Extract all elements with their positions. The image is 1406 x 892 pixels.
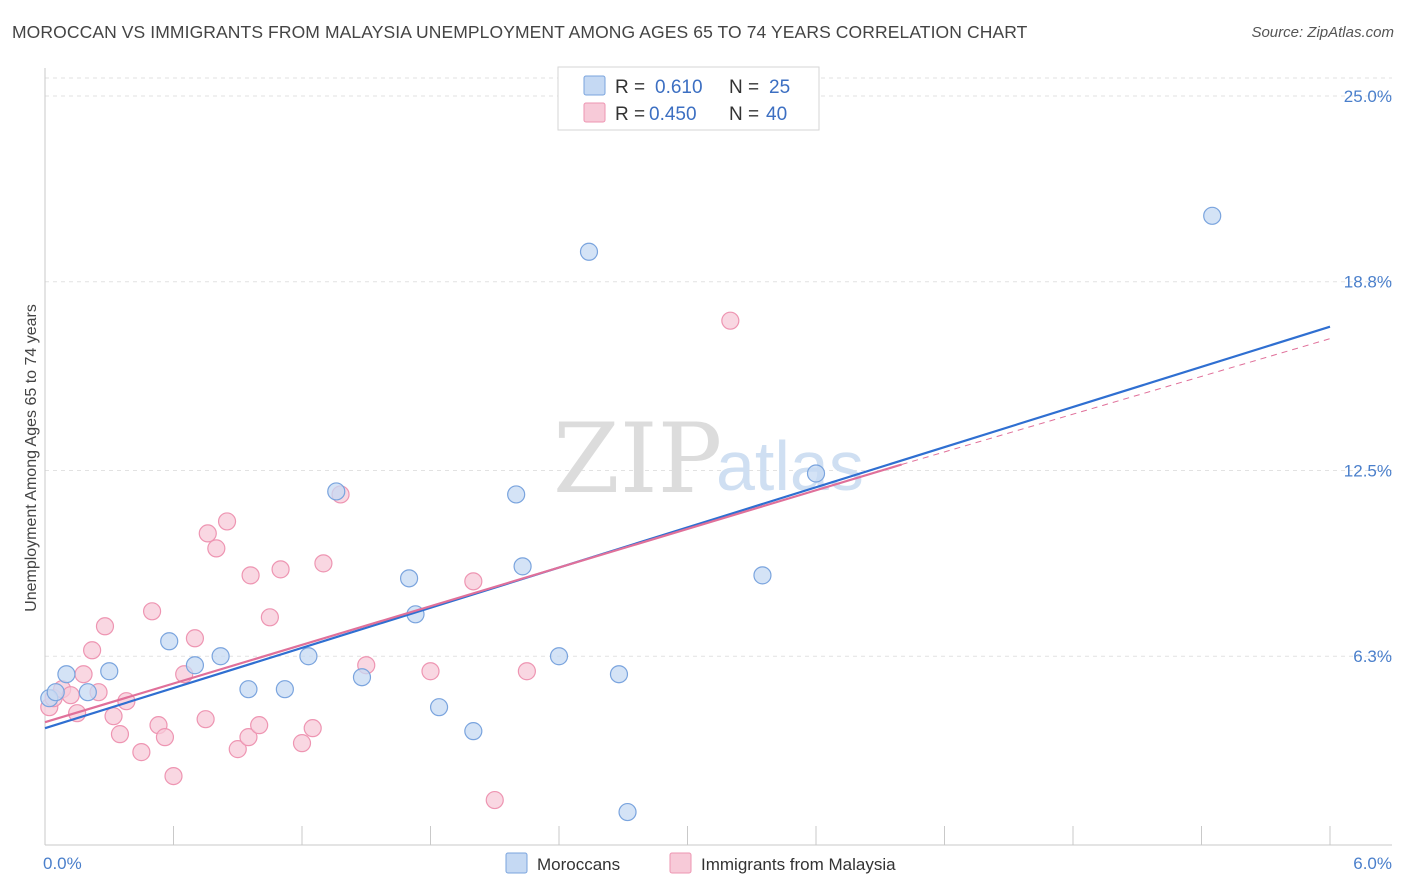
y-tick-label: 25.0% (1344, 87, 1392, 106)
malaysia-point (74, 665, 93, 684)
malaysia-point (61, 686, 80, 705)
moroccan-point (507, 485, 526, 504)
malaysia-point (132, 743, 151, 762)
legend-r-label-1: R = (615, 77, 645, 98)
malaysia-point (485, 790, 504, 810)
legend-n-value-2: 40 (766, 104, 787, 125)
malaysia-point (517, 662, 536, 681)
moroccan-point (513, 557, 532, 576)
malaysia-point (83, 641, 102, 660)
legend-n-value-1: 25 (769, 77, 790, 98)
malaysia-point (250, 716, 269, 735)
series-malaysia-points (40, 311, 740, 810)
malaysia-point (164, 766, 183, 786)
malaysia-point (292, 734, 312, 753)
moroccan-point (185, 656, 205, 675)
malaysia-point (303, 719, 322, 738)
y-tick-label: 6.3% (1353, 647, 1392, 666)
malaysia-point (271, 560, 290, 579)
malaysia-point (314, 554, 333, 573)
bottom-legend: Moroccans Immigrants from Malaysia (505, 852, 896, 874)
legend-r-value-1: 0.610 (655, 77, 703, 98)
legend-r-value-2: 0.450 (649, 104, 697, 125)
moroccan-point (753, 566, 772, 585)
malaysia-point (241, 566, 260, 585)
moroccan-point (399, 569, 419, 588)
moroccan-point (464, 722, 483, 741)
x-tick-marks (44, 826, 1331, 845)
malaysia-point (464, 572, 483, 591)
malaysia-point (155, 728, 175, 747)
malaysia-point (228, 740, 247, 759)
axes (44, 68, 1392, 846)
legend-r-label-2: R = (615, 104, 645, 125)
moroccan-point (429, 698, 449, 717)
series-moroccans-points (40, 206, 1222, 822)
malaysia-point (142, 602, 162, 621)
moroccan-point (239, 680, 258, 699)
malaysia-point (196, 710, 215, 729)
bottom-legend-label-malaysia: Immigrants from Malaysia (701, 855, 896, 874)
moroccan-point (100, 662, 119, 681)
legend-swatch-malaysia (583, 102, 606, 123)
moroccan-point (57, 665, 76, 684)
moroccan-point (806, 464, 826, 483)
source-label: Source: ZipAtlas.com (1251, 24, 1394, 41)
bottom-legend-swatch-moroccans (505, 852, 528, 874)
bottom-legend-label-moroccans: Moroccans (537, 855, 620, 874)
y-tick-label: 12.5% (1344, 461, 1392, 480)
moroccan-point (211, 647, 230, 666)
y-axis-label: Unemployment Among Ages 65 to 74 years (23, 304, 40, 612)
moroccan-point (609, 665, 629, 684)
malaysia-point (721, 311, 740, 330)
legend-n-label-1: N = (729, 77, 759, 98)
y-tick-label: 18.8% (1344, 273, 1392, 292)
watermark-zip: ZIP (553, 403, 722, 515)
malaysia-point (104, 707, 123, 726)
malaysia-point (185, 629, 205, 648)
trend-lines (44, 325, 1331, 730)
chart-title: MOROCCAN VS IMMIGRANTS FROM MALAYSIA UNE… (12, 22, 1028, 42)
y-tick-labels: 6.3% 12.5% 18.8% 25.0% (1344, 87, 1392, 666)
malaysia-point (110, 725, 130, 744)
moroccan-point (160, 632, 179, 651)
watermark: ZIP atlas (553, 403, 864, 515)
malaysia-point (260, 608, 279, 627)
moroccan-point (78, 683, 97, 702)
malaysia-point (198, 524, 217, 543)
legend-box: R = 0.610 N = 25 R = 0.450 N = 40 (557, 66, 820, 131)
malaysia-point (421, 662, 440, 681)
moroccan-point (275, 680, 294, 699)
legend-n-label-2: N = (729, 104, 759, 125)
malaysia-point (95, 617, 115, 636)
legend-swatch-moroccans (583, 75, 606, 96)
moroccans-trend-line (44, 325, 1331, 730)
malaysia-point (217, 512, 237, 531)
moroccan-point (579, 242, 599, 261)
moroccan-point (352, 668, 372, 687)
malaysia-trend-extension (901, 338, 1331, 465)
malaysia-point (239, 728, 258, 747)
moroccan-point (299, 647, 318, 666)
moroccan-point (618, 802, 637, 822)
moroccan-point (327, 482, 346, 501)
malaysia-trend-line (44, 463, 902, 724)
bottom-legend-swatch-malaysia (669, 852, 692, 874)
malaysia-point (207, 539, 226, 558)
moroccan-point (549, 647, 569, 666)
watermark-atlas: atlas (716, 427, 864, 505)
moroccan-point (46, 683, 65, 702)
moroccan-point (1203, 206, 1222, 225)
x-tick-label-max: 6.0% (1353, 854, 1392, 873)
x-tick-label-min: 0.0% (43, 854, 82, 873)
